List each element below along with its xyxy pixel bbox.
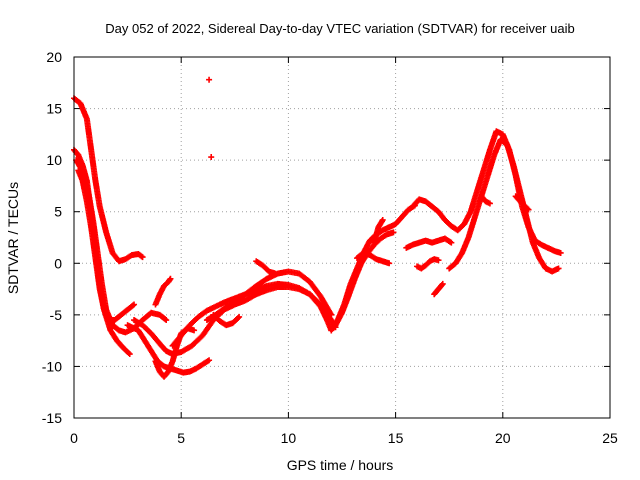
data-point [272, 270, 279, 277]
series-outliers [206, 76, 215, 161]
data-point [555, 265, 562, 272]
series-arc-8 [152, 275, 174, 308]
series-arc-20 [431, 280, 446, 298]
data-point [448, 239, 455, 246]
series-arc-16 [371, 216, 386, 246]
series-arc-1 [71, 95, 146, 265]
x-tick-label: 20 [495, 430, 511, 446]
data-point [125, 350, 132, 357]
data-point [131, 301, 138, 308]
data-point [206, 357, 213, 364]
data-point [438, 281, 445, 288]
data-point [328, 311, 335, 318]
series-arc-21 [446, 136, 562, 275]
x-tick-label: 25 [602, 430, 618, 446]
data-point [126, 351, 133, 358]
y-tick-label: 10 [46, 152, 62, 168]
data-point [486, 200, 493, 207]
data-point [236, 313, 243, 320]
data-point [557, 249, 564, 256]
data-point [435, 257, 442, 264]
data-point [439, 280, 446, 287]
series-arc-19 [414, 256, 442, 272]
plot-border [73, 56, 611, 419]
data-points [71, 76, 564, 380]
data-point [208, 154, 215, 161]
series-arc-3 [73, 157, 170, 336]
data-point [386, 260, 393, 267]
data-point [162, 316, 169, 323]
y-tick-label: 15 [46, 101, 62, 117]
y-axis-label: SDTVAR / TECUs [5, 182, 21, 294]
y-tick-label: -10 [42, 358, 62, 374]
series-arc-4 [75, 167, 138, 324]
data-point [191, 327, 198, 334]
series-arc-17 [403, 235, 455, 251]
data-point [167, 275, 174, 282]
chart-title: Day 052 of 2022, Sidereal Day-to-day VTE… [105, 21, 574, 36]
data-point [163, 317, 170, 324]
series-arc-23 [512, 193, 532, 213]
y-tick-label: 5 [54, 204, 62, 220]
y-tick-label: -5 [50, 307, 63, 323]
y-tick-label: 0 [54, 255, 62, 271]
data-point [139, 254, 146, 261]
data-point [129, 302, 136, 309]
series-arc-11 [210, 311, 243, 329]
x-tick-label: 5 [177, 430, 185, 446]
data-point [235, 314, 242, 321]
series-arc-15 [354, 249, 393, 267]
y-tick-label: -15 [42, 410, 62, 426]
x-axis-label: GPS time / hours [287, 457, 394, 473]
data-point [524, 205, 531, 212]
data-point [390, 229, 397, 236]
data-point [379, 216, 386, 223]
x-tick-label: 15 [388, 430, 404, 446]
series-arc-22 [478, 193, 493, 207]
tick-labels: 0 5 10 15 20 25 -15 -10 -5 0 5 10 15 20 [42, 49, 618, 446]
y-tick-label: 20 [46, 49, 62, 65]
data-point [206, 76, 213, 83]
x-tick-label: 10 [281, 430, 297, 446]
series-arc-18 [409, 128, 564, 256]
series-arc-12 [253, 258, 279, 277]
series-arc-14 [332, 229, 397, 329]
data-point [525, 206, 532, 213]
x-tick-label: 0 [70, 430, 78, 446]
